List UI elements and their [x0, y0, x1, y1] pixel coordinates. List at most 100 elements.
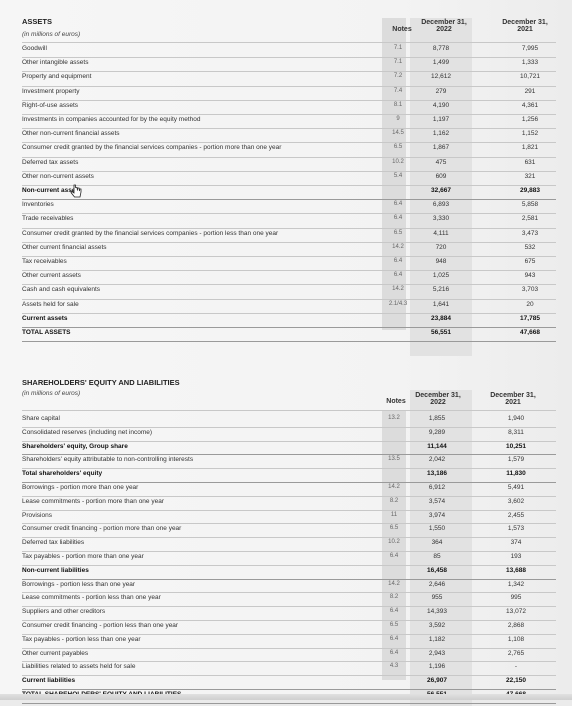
- row-value-2022: 3,974: [428, 511, 446, 519]
- row-label: Consumer credit financing - portion less…: [22, 622, 179, 629]
- row-note: 11: [390, 511, 398, 518]
- row-value-2021: 2,868: [507, 622, 525, 629]
- row-label: Consumer credit financing - portion more…: [22, 525, 182, 533]
- row-value-2021: 8,311: [508, 428, 524, 436]
- row-separator: [22, 284, 556, 286]
- row-separator: [22, 227, 556, 229]
- assets-2021-header: December 31, 2021: [502, 19, 548, 34]
- row-value-2022: 6,893: [432, 201, 450, 209]
- row-value-2022: 4,111: [433, 229, 449, 237]
- liabilities-notes-header: Notes: [386, 398, 406, 405]
- row-value-2021: 1,256: [521, 116, 539, 123]
- assets-2022-header: December 31, 2022: [421, 19, 467, 34]
- row-label: Borrowings - portion more than one year: [22, 484, 139, 491]
- row-value-2022: 1,855: [428, 415, 446, 422]
- row-value-2022: 56,551: [431, 329, 451, 336]
- row-separator: [22, 128, 556, 130]
- row-value-2022: 2,943: [428, 649, 446, 657]
- row-separator: [22, 185, 556, 186]
- row-separator: [22, 454, 556, 456]
- row-value-2022: 1,867: [432, 144, 450, 152]
- row-label: Consumer credit granted by the financial…: [22, 229, 279, 237]
- row-value-2021: 10,251: [506, 442, 526, 450]
- row-label: Other current assets: [22, 272, 81, 280]
- row-value-2022: 32,667: [431, 187, 451, 194]
- row-label: Lease commitments - portion less than on…: [22, 594, 161, 602]
- row-value-2021: 13,688: [506, 566, 526, 574]
- row-value-2022: 3,330: [432, 215, 450, 223]
- row-separator: [22, 85, 556, 87]
- row-separator: [22, 440, 556, 442]
- row-note: 6.4: [389, 649, 399, 656]
- liabilities-2022-header: December 31, 2022: [415, 392, 461, 407]
- row-value-2022: 3,592: [428, 622, 446, 629]
- row-value-2022: 8,778: [432, 45, 450, 52]
- row-value-2021: 374: [510, 539, 522, 547]
- row-separator: [22, 495, 556, 497]
- row-label: Share capital: [22, 415, 60, 422]
- row-label: Tax payables - portion less than one yea…: [22, 635, 141, 643]
- row-value-2022: 609: [435, 172, 447, 180]
- row-label: Current assets: [22, 314, 68, 322]
- row-label: Deferred tax assets: [22, 158, 79, 166]
- row-separator: [22, 298, 556, 300]
- row-separator: [22, 327, 556, 328]
- row-value-2021: 1,108: [507, 635, 525, 643]
- row-value-2022: 955: [431, 594, 443, 602]
- row-label: Investment property: [22, 87, 80, 95]
- row-separator: [22, 468, 556, 470]
- row-value-2022: 720: [435, 243, 447, 251]
- row-separator: [22, 114, 556, 115]
- row-value-2021: 47,668: [520, 329, 540, 336]
- assets-2022-column: [410, 18, 472, 356]
- row-value-2021: 2,581: [521, 215, 539, 223]
- row-separator: [22, 156, 556, 158]
- row-value-2021: 1,821: [521, 144, 539, 152]
- row-note: 6.5: [389, 622, 399, 628]
- row-value-2022: 2,646: [428, 580, 446, 588]
- row-value-2022: 1,641: [432, 300, 450, 308]
- row-label: Right-of-use assets: [22, 101, 78, 109]
- row-value-2021: 1,152: [521, 130, 539, 138]
- row-separator: [22, 57, 556, 59]
- row-value-2021: 291: [524, 87, 536, 95]
- row-separator: [22, 199, 556, 201]
- row-value-2022: 475: [435, 158, 447, 166]
- row-value-2021: 2,765: [507, 649, 525, 657]
- assets-notes-column: [382, 18, 406, 330]
- row-value-2022: 4,190: [432, 101, 450, 109]
- row-value-2022: 85: [433, 553, 441, 560]
- row-separator: [22, 661, 556, 663]
- row-note: 6.4: [393, 258, 403, 264]
- row-value-2021: 20: [526, 300, 534, 308]
- row-separator: [22, 675, 556, 677]
- row-separator: [22, 241, 556, 243]
- row-separator: [22, 170, 556, 172]
- row-label: Tax receivables: [22, 258, 67, 265]
- row-value-2021: 675: [524, 258, 536, 265]
- row-value-2022: 1,196: [428, 663, 446, 671]
- row-note: 6.5: [389, 525, 399, 532]
- liabilities-subtitle: (in millions of euros): [22, 390, 81, 397]
- row-separator: [22, 482, 556, 483]
- row-separator: [22, 537, 556, 539]
- row-note: 8.2: [389, 497, 399, 504]
- row-value-2022: 1,162: [432, 130, 450, 138]
- row-label: Provisions: [22, 511, 52, 519]
- row-label: Other non-current financial assets: [22, 130, 120, 138]
- assets-section: ASSETS (in millions of euros) Notes Dece…: [22, 17, 556, 356]
- row-label: Liabilities related to assets held for s…: [22, 663, 136, 671]
- row-value-2021: 4,361: [521, 101, 539, 109]
- row-label: Property and equipment: [22, 73, 92, 81]
- row-label: Trade receivables: [22, 215, 74, 223]
- assets-subtitle: (in millions of euros): [22, 31, 81, 38]
- row-note: 9: [396, 116, 400, 122]
- row-value-2022: 6,912: [428, 484, 446, 491]
- row-value-2021: 532: [524, 243, 536, 251]
- row-note: 7.1: [393, 59, 403, 66]
- row-separator: [22, 578, 556, 580]
- assets-notes-header: Notes: [392, 26, 412, 33]
- row-value-2021: 5,491: [507, 484, 525, 491]
- row-label: Goodwill: [22, 45, 47, 52]
- row-value-2022: 12,612: [431, 73, 451, 81]
